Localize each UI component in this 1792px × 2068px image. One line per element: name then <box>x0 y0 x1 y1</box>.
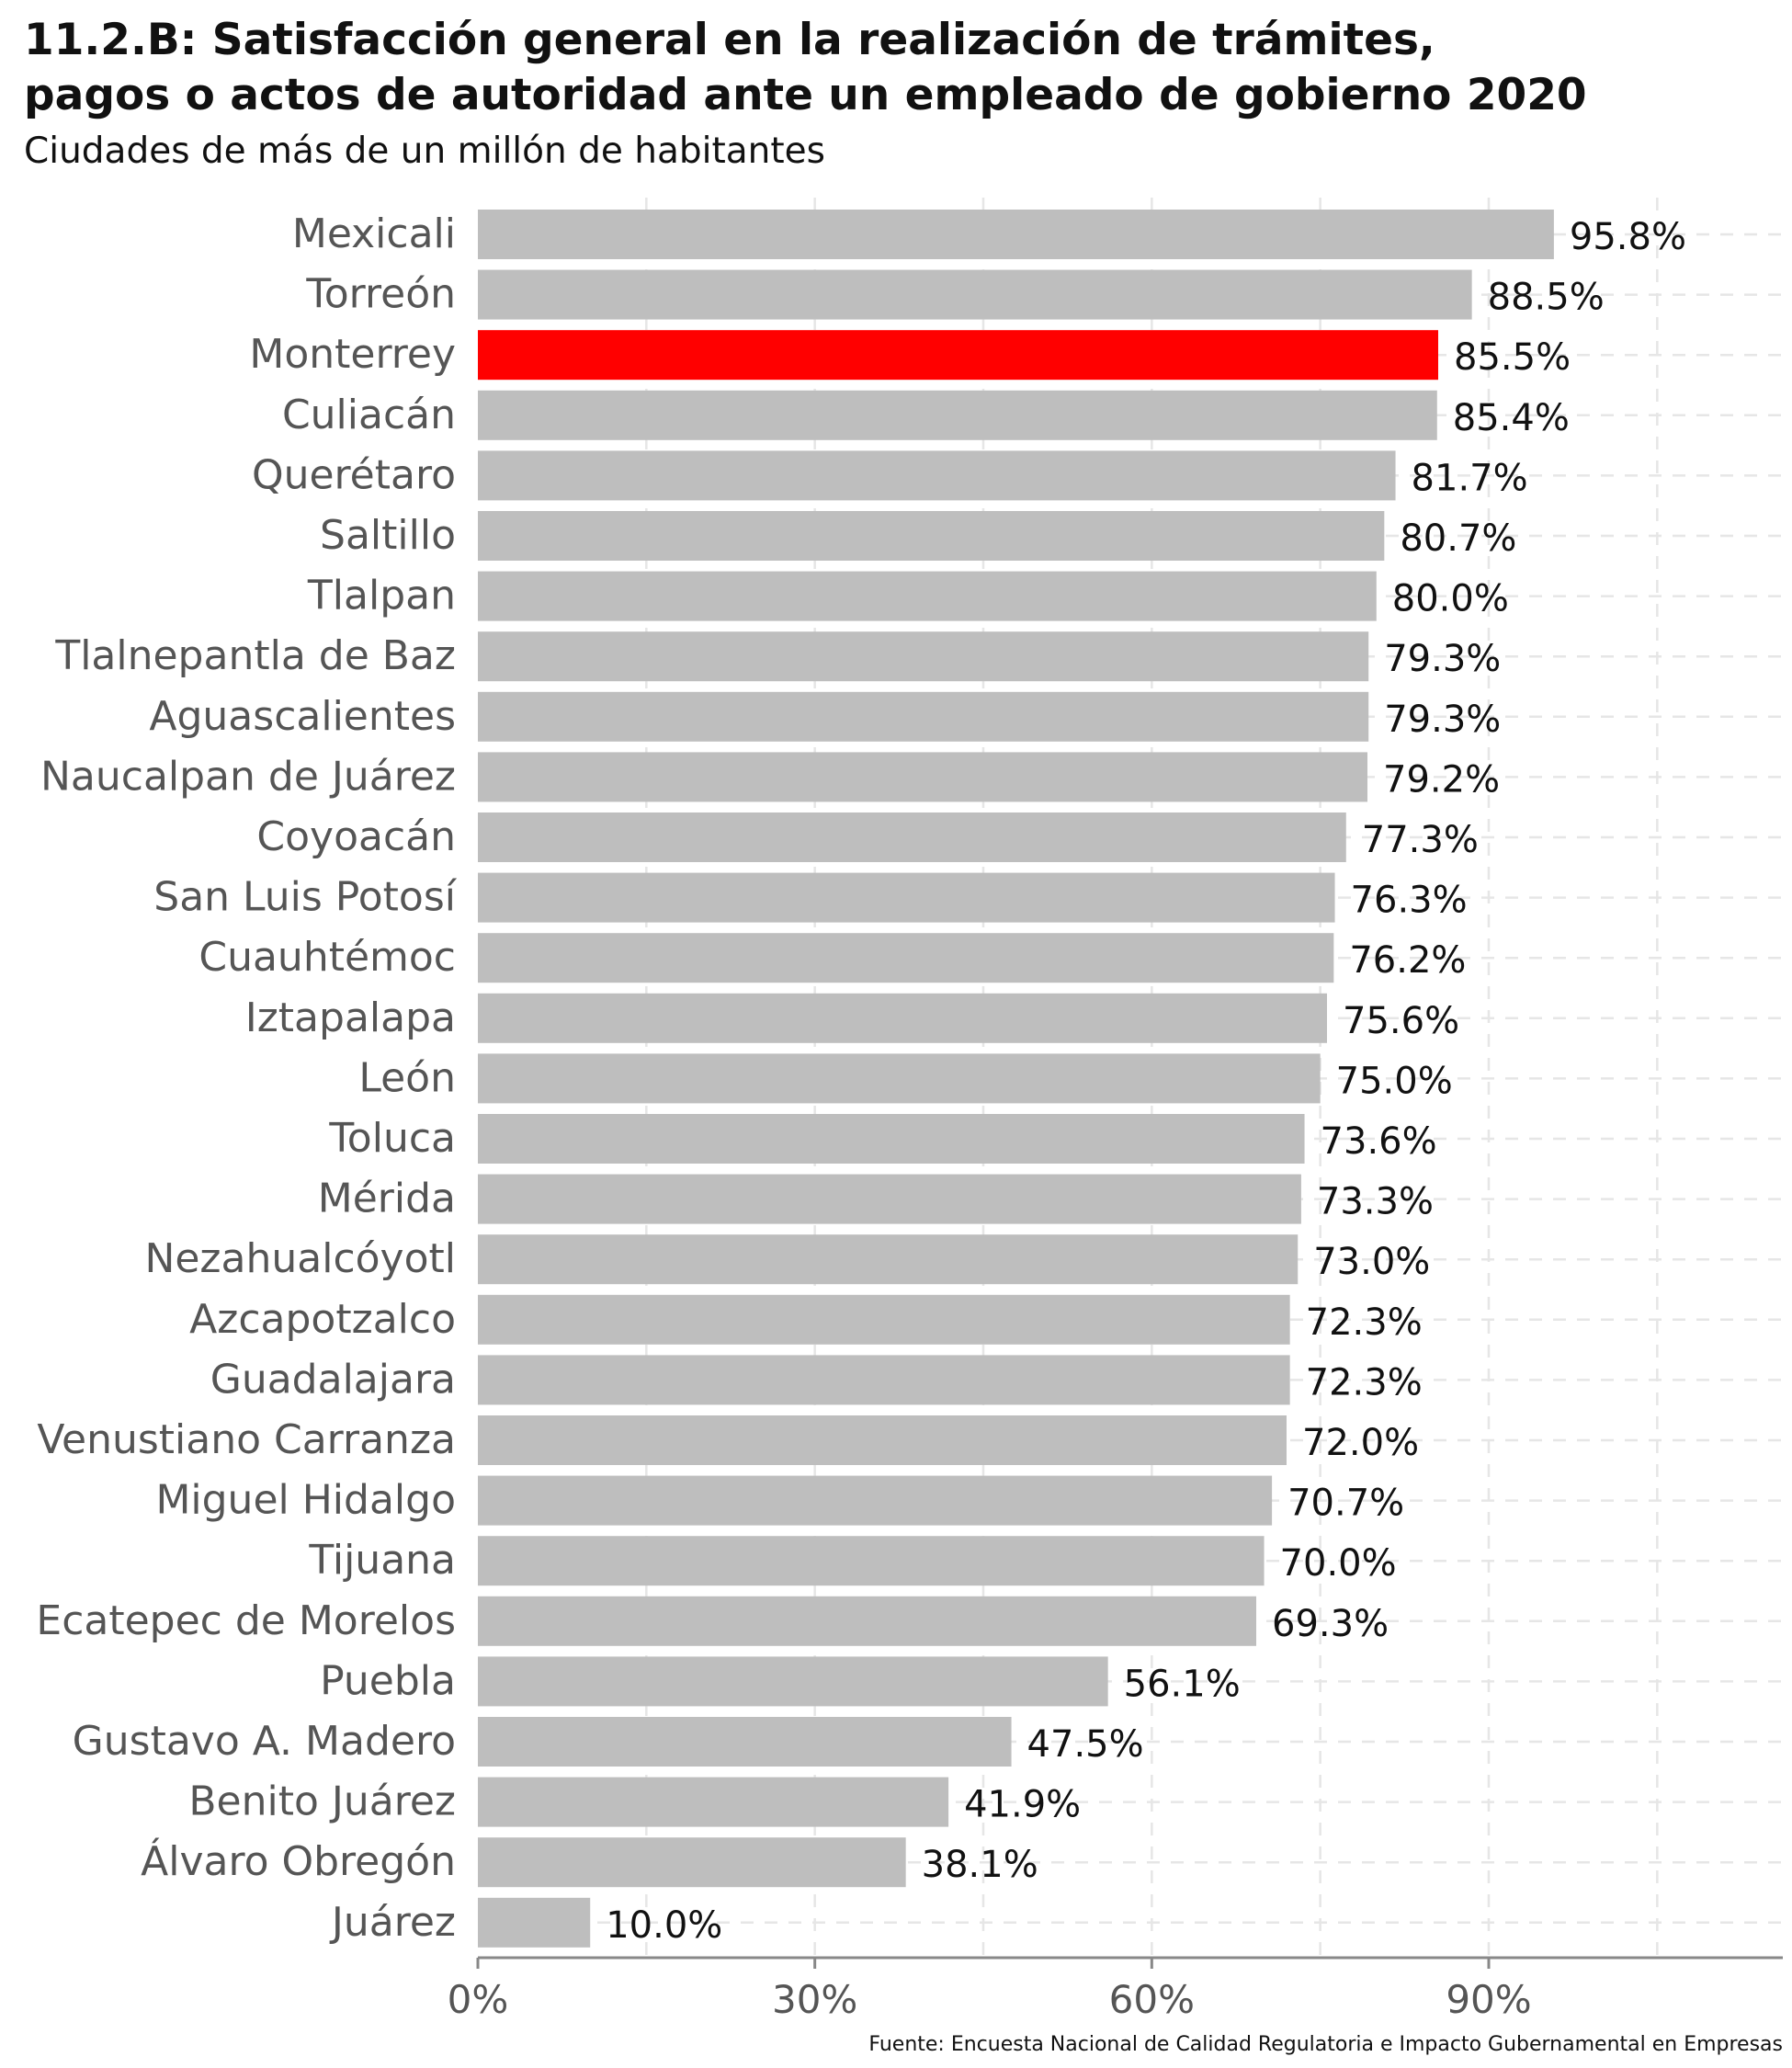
value-label: 80.7% <box>1400 517 1516 560</box>
category-label: Gustavo A. Madero <box>73 1718 456 1765</box>
category-label: Azcapotzalco <box>189 1296 456 1343</box>
value-label: 69.3% <box>1272 1603 1389 1645</box>
bar-9 <box>478 752 1367 802</box>
bar-22 <box>478 1536 1265 1586</box>
source-note: Fuente: Encuesta Nacional de Calidad Reg… <box>868 2033 1783 2056</box>
bar-28 <box>478 1897 591 1948</box>
category-label: Nezahualcóyotl <box>144 1235 456 1282</box>
category-label: Álvaro Obregón <box>141 1836 456 1885</box>
value-label: 73.3% <box>1317 1181 1434 1223</box>
category-label: Coyoacán <box>256 813 456 860</box>
bars <box>478 210 1554 1948</box>
value-label: 80.0% <box>1392 578 1509 620</box>
category-label: Guadalajara <box>210 1356 456 1403</box>
bar-14 <box>478 1053 1321 1104</box>
bar-17 <box>478 1234 1299 1285</box>
bar-13 <box>478 993 1327 1043</box>
bar-6 <box>478 571 1377 621</box>
category-label: Iztapalapa <box>245 994 456 1041</box>
category-label: Mérida <box>318 1176 456 1222</box>
category-label: Miguel Hidalgo <box>155 1477 456 1524</box>
value-label: 88.5% <box>1488 277 1605 319</box>
value-label: 72.0% <box>1302 1422 1419 1464</box>
value-label: 75.0% <box>1336 1060 1453 1102</box>
x-tick-label: 0% <box>448 1977 509 2022</box>
bar-7 <box>478 631 1369 682</box>
value-label: 95.8% <box>1570 216 1686 258</box>
value-label: 76.2% <box>1349 939 1466 982</box>
bar-2 <box>478 330 1438 381</box>
category-label: Tijuana <box>308 1537 456 1584</box>
category-label: Mexicali <box>292 210 456 257</box>
value-label: 79.3% <box>1384 638 1501 680</box>
value-label: 73.6% <box>1321 1120 1437 1163</box>
value-label: 81.7% <box>1412 457 1528 499</box>
value-label: 56.1% <box>1124 1663 1241 1705</box>
bar-10 <box>478 812 1346 862</box>
value-label: 76.3% <box>1351 880 1468 922</box>
value-label: 72.3% <box>1306 1361 1423 1403</box>
x-axis-ticks: 0% 30% 60% 90% <box>448 1958 1532 2022</box>
category-label: Juárez <box>329 1899 456 1946</box>
value-label: 47.5% <box>1027 1723 1144 1766</box>
category-label: Benito Juárez <box>188 1778 456 1825</box>
x-tick-label: 30% <box>772 1977 857 2022</box>
value-label: 73.0% <box>1313 1241 1430 1283</box>
bar-23 <box>478 1596 1256 1646</box>
category-label: Toluca <box>328 1115 456 1162</box>
bar-21 <box>478 1475 1273 1526</box>
category-label: Saltillo <box>320 512 456 559</box>
bar-24 <box>478 1656 1108 1707</box>
category-label: Torreón <box>305 271 456 318</box>
value-label: 70.0% <box>1280 1542 1397 1585</box>
category-label: Ecatepec de Morelos <box>36 1597 456 1644</box>
category-label: Cuauhtémoc <box>198 934 456 981</box>
category-label: Tlalnepantla de Baz <box>54 632 456 679</box>
labels: Mexicali 95.8% Torreón 88.5% Monterrey 85.5% C… <box>36 210 1686 1947</box>
category-label: Monterrey <box>249 331 456 378</box>
bar-3 <box>478 390 1437 440</box>
value-label: 72.3% <box>1306 1301 1423 1344</box>
bar-1 <box>478 269 1472 320</box>
bar-8 <box>478 691 1369 742</box>
category-label: Querétaro <box>252 451 456 498</box>
x-tick-label: 90% <box>1446 1977 1531 2022</box>
category-label: León <box>358 1054 456 1101</box>
category-label: Tlalpan <box>307 573 456 619</box>
x-tick-label: 60% <box>1109 1977 1195 2022</box>
bar-16 <box>478 1174 1301 1224</box>
value-label: 75.6% <box>1343 1000 1459 1042</box>
bar-19 <box>478 1355 1290 1405</box>
category-label: Venustiano Carranza <box>37 1416 456 1463</box>
bar-27 <box>478 1837 906 1888</box>
category-label: Aguascalientes <box>149 693 456 740</box>
value-label: 79.2% <box>1383 758 1500 801</box>
value-label: 70.7% <box>1287 1483 1404 1525</box>
value-label: 38.1% <box>922 1844 1038 1886</box>
bar-15 <box>478 1114 1305 1164</box>
value-label: 85.5% <box>1454 336 1571 379</box>
bar-25 <box>478 1717 1012 1767</box>
category-label: Naucalpan de Juárez <box>40 753 456 800</box>
value-label: 41.9% <box>964 1784 1081 1826</box>
category-label: San Luis Potosí <box>153 874 458 921</box>
bar-18 <box>478 1294 1290 1345</box>
chart-subtitle: Ciudades de más de un millón de habitant… <box>24 131 825 172</box>
bar-11 <box>478 872 1335 923</box>
value-label: 10.0% <box>606 1904 722 1947</box>
value-label: 79.3% <box>1384 699 1501 741</box>
category-label: Puebla <box>320 1657 456 1704</box>
bar-20 <box>478 1415 1287 1465</box>
value-label: 85.4% <box>1453 397 1570 439</box>
bar-26 <box>478 1777 949 1827</box>
chart-title: 11.2.B: Satisfacción general en la reali… <box>24 15 1587 120</box>
bar-4 <box>478 450 1396 501</box>
bar-0 <box>478 210 1554 259</box>
bar-12 <box>478 933 1334 983</box>
bar-5 <box>478 511 1385 561</box>
category-label: Culiacán <box>282 392 456 438</box>
value-label: 77.3% <box>1362 819 1479 861</box>
